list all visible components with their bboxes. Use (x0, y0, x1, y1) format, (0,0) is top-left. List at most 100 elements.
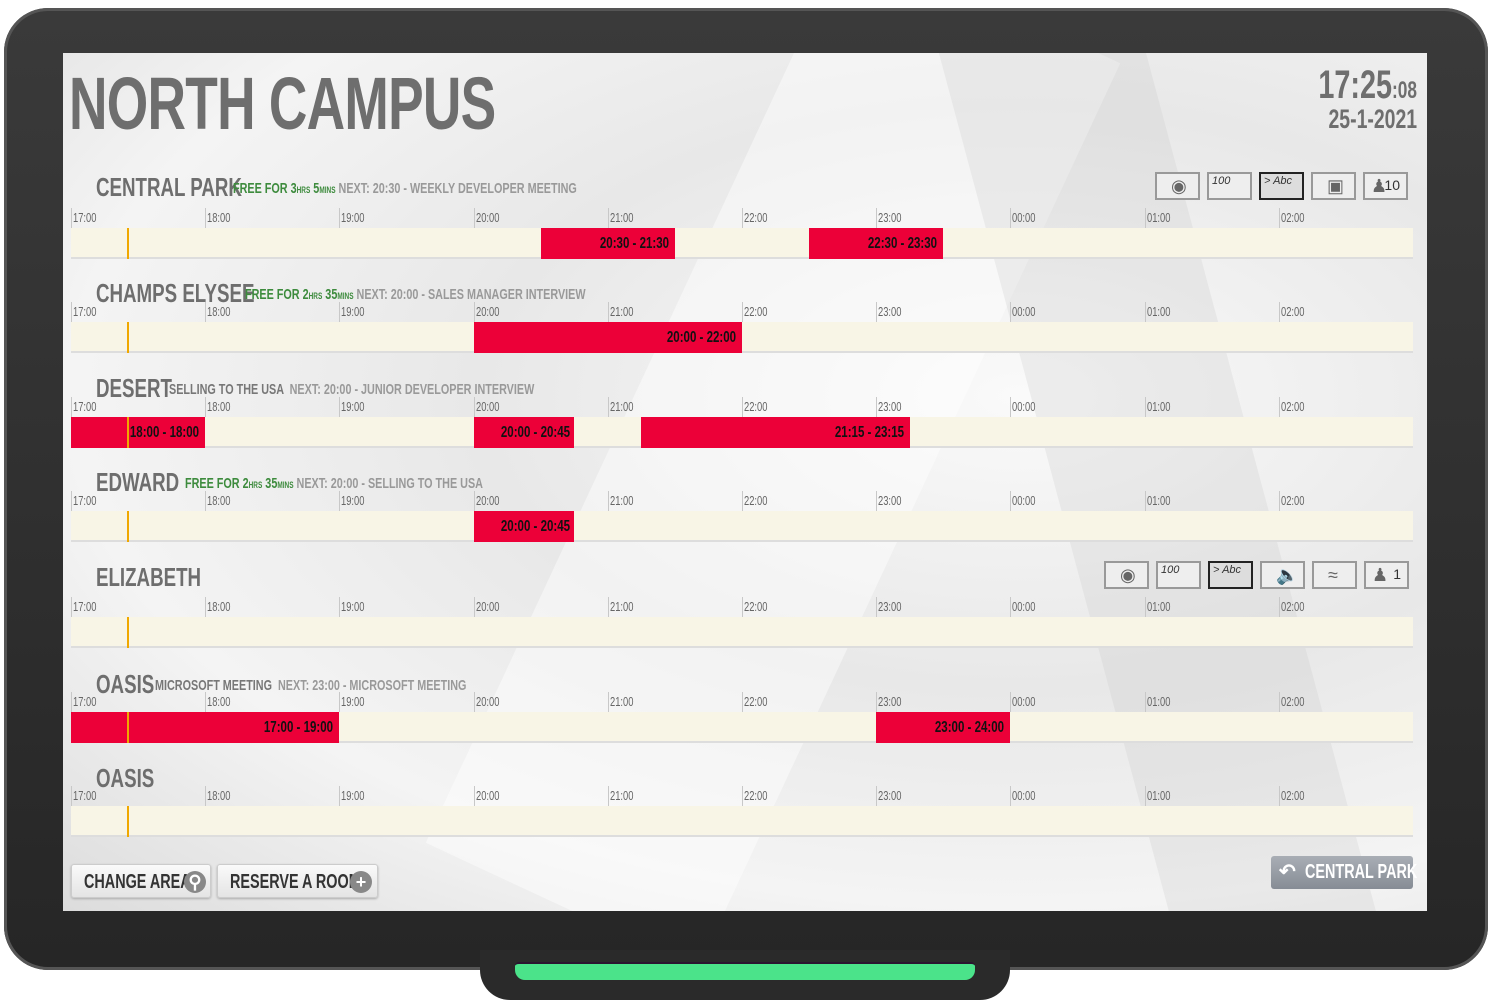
booking-block[interactable]: 17:00 - 19:00 (71, 712, 340, 743)
hour-label: 18:00 (207, 788, 231, 803)
room-status: FREE FOR 2HRS 35MINS NEXT: 20:00 - SELLI… (185, 469, 599, 495)
hour-tick (742, 302, 743, 322)
booking-block[interactable]: 20:30 - 21:30 (540, 228, 675, 259)
hour-label: 17:00 (73, 210, 97, 225)
booking-block[interactable]: 20:00 - 22:00 (473, 322, 742, 353)
capacity-icon: ♟ 1 (1364, 561, 1409, 589)
room-name[interactable]: ELIZABETH (96, 564, 242, 590)
hour-label: 01:00 (1146, 694, 1171, 709)
hour-label: 22:00 (744, 599, 768, 614)
room-name[interactable]: EDWARD (96, 469, 212, 495)
room-status: FREE FOR 2HRS 35MINS NEXT: 20:00 - SALES… (245, 280, 718, 306)
room-timeline[interactable]: 20:30 - 21:30 22:30 - 23:30 (71, 228, 1413, 259)
amenities: ◉ 100 > Abc 🔈 ≈ ♟ 1 (1104, 561, 1409, 589)
hour-label: 17:00 (73, 788, 97, 803)
hour-label: 19:00 (341, 493, 365, 508)
booking-block[interactable]: 23:00 - 24:00 (876, 712, 1011, 743)
room-name[interactable]: CENTRAL PARK (96, 174, 299, 200)
room-name[interactable]: OASIS (96, 765, 177, 791)
hour-tick (742, 208, 743, 228)
hour-tick (876, 491, 878, 511)
hour-label: 21:00 (609, 304, 634, 319)
speaker-icon: 🔈 (1260, 561, 1305, 589)
hour-tick (71, 397, 72, 417)
hour-label: 01:00 (1146, 599, 1171, 614)
hour-label: 01:00 (1146, 399, 1171, 414)
current-time-marker (126, 617, 129, 648)
hour-label: 17:00 (73, 399, 97, 414)
current-time-marker (126, 417, 129, 448)
change-area-button[interactable]: CHANGE AREA ⚲ (71, 864, 211, 898)
hour-label: 21:00 (609, 694, 634, 709)
hour-tick (742, 491, 743, 511)
hour-label: 22:00 (744, 304, 768, 319)
booking-time: 17:00 - 19:00 (264, 719, 334, 736)
hour-label: 23:00 (878, 399, 902, 414)
hour-tick (339, 491, 341, 511)
room-status: FREE FOR 3HRS 5MINS NEXT: 20:30 - WEEKLY… (233, 174, 710, 200)
hour-label: 02:00 (1280, 210, 1305, 225)
hour-tick (339, 597, 341, 617)
hour-tick (473, 397, 475, 417)
hour-label: 18:00 (207, 694, 231, 709)
hour-label: 18:00 (207, 493, 231, 508)
hour-label: 02:00 (1280, 694, 1305, 709)
room-name-text: EDWARD (96, 467, 180, 497)
screen: NORTH CAMPUS 17:25:08 25-1-2021 CENTRAL … (63, 53, 1427, 911)
hour-label: 21:00 (609, 493, 634, 508)
hour-label: 02:00 (1280, 599, 1305, 614)
booking-block[interactable]: 20:00 - 20:45 (473, 511, 575, 542)
hour-tick (71, 491, 72, 511)
hour-tick (205, 786, 207, 806)
room-name[interactable]: OASIS (96, 671, 177, 697)
booking-block[interactable]: 21:15 - 23:15 (641, 417, 910, 448)
booking-block[interactable]: 20:00 - 20:45 (473, 417, 575, 448)
room-name[interactable]: CHAMPS ELYSEE (96, 280, 316, 306)
room-timeline[interactable] (71, 806, 1413, 837)
hour-tick (339, 208, 341, 228)
booking-time: 20:30 - 21:30 (599, 235, 669, 252)
hour-tick (876, 302, 878, 322)
clock-time: 17:25:08 (1280, 63, 1417, 108)
hour-tick (607, 786, 609, 806)
room-name-text: CENTRAL PARK (96, 172, 242, 202)
hour-tick (1010, 397, 1012, 417)
current-meeting: SELLING TO THE USA (169, 381, 284, 398)
hour-tick (742, 397, 743, 417)
hour-tick (339, 692, 341, 712)
hour-label: 00:00 (1012, 304, 1036, 319)
current-time-marker (126, 228, 129, 259)
room-name[interactable]: DESERT (96, 375, 201, 401)
reserve-room-button[interactable]: RESERVE A ROOM + (217, 864, 378, 898)
hour-tick (473, 491, 475, 511)
hour-tick (71, 692, 72, 712)
hour-label: 17:00 (73, 304, 97, 319)
hour-tick (607, 491, 609, 511)
back-to-room-button[interactable]: ↶ CENTRAL PARK (1271, 856, 1417, 889)
hour-label: 18:00 (207, 210, 231, 225)
hour-label: 22:00 (744, 788, 768, 803)
hour-label: 20:00 (475, 599, 500, 614)
room-timeline[interactable]: 18:00 - 18:00 20:00 - 20:45 21:15 - 23:15 (71, 417, 1413, 448)
clock: 17:25:08 25-1-2021 (1280, 63, 1417, 135)
hour-label: 01:00 (1146, 210, 1171, 225)
booking-block[interactable]: 18:00 - 18:00 (71, 417, 206, 448)
booking-time: 21:15 - 23:15 (834, 424, 904, 441)
room-name-text: CHAMPS ELYSEE (96, 278, 255, 308)
hour-tick (876, 208, 878, 228)
hour-label: 22:00 (744, 210, 768, 225)
hour-tick (1278, 397, 1280, 417)
hour-tick (473, 786, 475, 806)
room-timeline[interactable]: 20:00 - 20:45 (71, 511, 1413, 542)
room-timeline[interactable]: 17:00 - 19:00 23:00 - 24:00 (71, 712, 1413, 743)
back-arrow-icon: ↶ (1279, 861, 1296, 883)
room-timeline[interactable]: 20:00 - 22:00 (71, 322, 1413, 353)
next-meeting: NEXT: 20:30 - WEEKLY DEVELOPER MEETING (338, 180, 577, 197)
hour-label: 18:00 (207, 304, 231, 319)
hour-label: 19:00 (341, 399, 365, 414)
hour-tick (1144, 692, 1146, 712)
next-meeting: NEXT: 20:00 - SELLING TO THE USA (296, 475, 483, 492)
hour-tick (607, 208, 609, 228)
booking-block[interactable]: 22:30 - 23:30 (809, 228, 944, 259)
room-timeline[interactable] (71, 617, 1413, 648)
